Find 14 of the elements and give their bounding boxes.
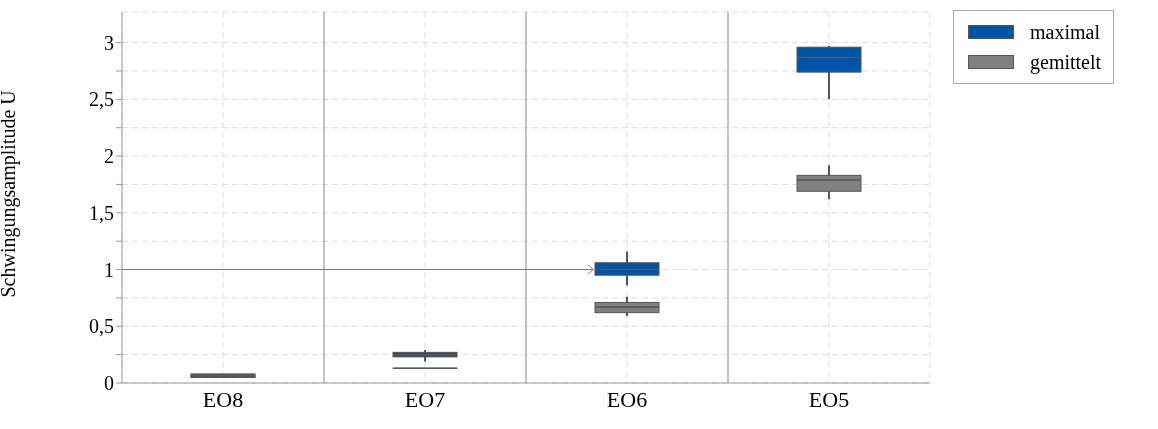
- y-tick-label: 0,5: [89, 315, 114, 338]
- x-tick-label: EO8: [202, 386, 244, 412]
- y-axis-title: Schwingungsamplitude U: [0, 89, 21, 298]
- x-tick-label: EO5: [808, 386, 850, 412]
- y-tick-label: 0: [104, 372, 114, 395]
- legend-label: gemittelt: [1030, 50, 1102, 74]
- y-tick-label: 2,5: [89, 88, 114, 111]
- y-tick-label: 2: [104, 145, 114, 168]
- y-tick-label: 1: [104, 258, 114, 281]
- y-tick-label: 3: [104, 31, 114, 54]
- y-tick-label: 1,5: [89, 201, 114, 224]
- legend-label: maximal: [1030, 20, 1100, 44]
- x-tick-label: EO6: [606, 386, 648, 412]
- x-tick-label: EO7: [404, 386, 446, 412]
